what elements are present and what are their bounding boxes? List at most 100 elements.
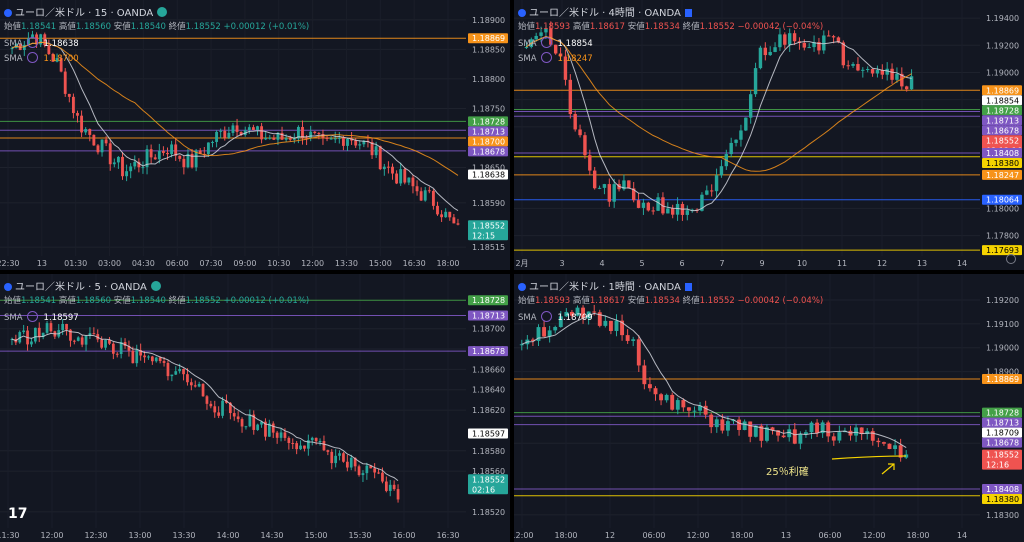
sma-legend-1[interactable]: SMA 1.18597 — [4, 311, 79, 323]
sma-legend-1[interactable]: SMA 1.18854 — [518, 37, 593, 49]
candle-body — [334, 455, 338, 464]
candle-body — [326, 450, 330, 452]
price-label-box — [468, 474, 508, 495]
symbol-title[interactable]: ユーロ／米ドル · 5 · OANDA — [4, 278, 161, 293]
candle-body — [675, 400, 680, 410]
candle-body — [80, 115, 84, 133]
candle-body — [875, 70, 880, 74]
market-status-icon — [157, 7, 168, 17]
candle-body — [399, 169, 403, 184]
price-label-box — [982, 494, 1022, 505]
candle-body — [221, 400, 224, 416]
indicator-settings-icon[interactable] — [26, 37, 38, 48]
x-tick-label: 06:00 — [818, 531, 841, 540]
candle-body — [423, 190, 427, 201]
price-label: 1.18552 — [472, 221, 505, 230]
candle-body — [714, 419, 719, 428]
candle-body — [317, 133, 321, 135]
candle-body — [880, 70, 885, 75]
candle-body — [865, 431, 870, 434]
indicator-settings-icon[interactable] — [26, 52, 38, 63]
candle-body — [30, 341, 33, 345]
price-label-box — [468, 428, 508, 439]
time-axis — [0, 528, 510, 542]
candle-body — [583, 135, 587, 156]
candle-body — [92, 134, 96, 146]
price-label-box — [982, 373, 1022, 384]
symbol-title[interactable]: ユーロ／米ドル · 4時間 · OANDA — [518, 4, 692, 19]
candle-body — [88, 333, 92, 336]
indicator-settings-icon[interactable] — [540, 311, 552, 322]
price-label-box — [982, 484, 1022, 495]
y-tick-label: 1.18750 — [472, 104, 505, 113]
chart-canvas[interactable]: 1.187001.186801.186601.186401.186201.185… — [0, 274, 510, 542]
indicator-settings-icon[interactable] — [540, 52, 552, 63]
countdown-label: 12:15 — [472, 231, 495, 240]
chart-canvas[interactable]: 1.192001.191001.190001.189001.186001.183… — [514, 274, 1024, 542]
candle-body — [51, 54, 55, 62]
candle-body — [558, 53, 563, 57]
candle-body — [831, 436, 836, 441]
settings-icon[interactable] — [1006, 254, 1016, 264]
candle-body — [544, 28, 548, 33]
x-tick-label: 7 — [719, 259, 724, 268]
symbol-title[interactable]: ユーロ／米ドル · 1時間 · OANDA — [518, 278, 692, 293]
candle-body — [370, 142, 374, 156]
market-status-icon — [150, 281, 161, 291]
candle-body — [569, 311, 574, 316]
candle-body — [154, 357, 158, 362]
candle-body — [809, 422, 814, 433]
candle-body — [803, 432, 808, 435]
chart-panel-1h[interactable]: 1.192001.191001.190001.189001.186001.183… — [514, 274, 1024, 542]
indicator-settings-icon[interactable] — [540, 37, 552, 48]
candle-body — [264, 138, 268, 140]
sma-legend-2[interactable]: SMA 1.18247 — [518, 52, 593, 64]
candle-body — [742, 421, 747, 430]
y-tick-label: 1.19400 — [986, 14, 1019, 23]
x-tick-label: 16:00 — [392, 531, 415, 540]
price-label: 1.18713 — [986, 116, 1019, 125]
candle-body — [309, 131, 313, 139]
candle-body — [670, 394, 675, 410]
chart-canvas[interactable]: 1.18900 1.18850 1.18800 1.18750 1.18650 1.185… — [0, 0, 510, 270]
flag-icon[interactable] — [684, 283, 692, 291]
price-label-box — [468, 146, 508, 157]
candle-body — [100, 339, 104, 348]
sma-legend-1[interactable]: SMA 1.18638 — [4, 37, 79, 49]
candle-body — [260, 126, 264, 140]
candle-body — [338, 453, 341, 456]
candle-body — [851, 64, 855, 66]
x-tick-label: 14:30 — [260, 531, 283, 540]
chart-canvas[interactable]: 1.194001.192001.190001.188001.186001.180… — [514, 0, 1024, 270]
candle-body — [143, 355, 146, 358]
y-tick-label: 1.18650 — [472, 163, 505, 172]
x-tick-label: 4 — [599, 259, 604, 268]
candle-body — [267, 423, 271, 437]
candle-body — [709, 414, 714, 428]
price-label: 1.18597 — [472, 429, 505, 438]
candle-body — [157, 150, 161, 160]
candle-body — [608, 320, 613, 331]
chart-panel-5m[interactable]: 1.187001.186801.186601.186401.186201.185… — [0, 274, 510, 542]
candle-body — [18, 332, 22, 343]
candle-body — [415, 186, 419, 192]
chart-panel-4h[interactable]: 1.194001.192001.190001.188001.186001.180… — [514, 0, 1024, 270]
price-label: 1.18408 — [986, 149, 1019, 158]
indicator-settings-icon[interactable] — [26, 311, 38, 322]
candle-body — [358, 144, 362, 146]
x-tick-label: 12:00 — [301, 259, 324, 268]
candle-body — [71, 96, 75, 114]
candle-body — [288, 138, 292, 140]
flag-icon[interactable] — [684, 9, 692, 17]
candle-body — [395, 173, 399, 184]
chart-panel-15m[interactable]: 1.18900 1.18850 1.18800 1.18750 1.18650 1.185… — [0, 0, 510, 270]
candle-body — [231, 125, 235, 133]
sma-legend-1[interactable]: SMA 1.18709 — [518, 311, 593, 323]
candle-body — [240, 419, 244, 427]
sma-legend-2[interactable]: SMA 1.18700 — [4, 52, 79, 64]
candle-body — [895, 73, 899, 80]
candle-body — [391, 166, 394, 174]
candle-body — [186, 374, 189, 383]
candle-body — [778, 34, 782, 48]
symbol-title[interactable]: ユーロ／米ドル · 15 · OANDA — [4, 4, 168, 19]
